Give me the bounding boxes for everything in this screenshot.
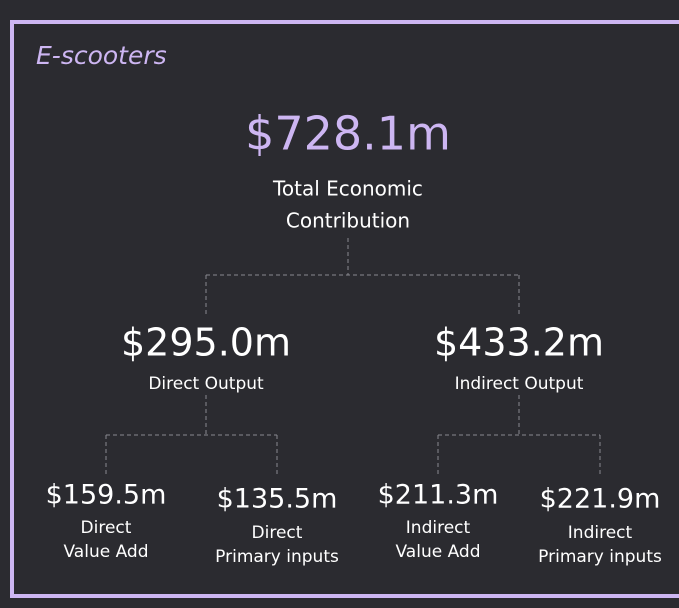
leaf-label: Value Add <box>396 542 481 562</box>
branch-value: $433.2m <box>434 321 604 365</box>
leaf-value: $221.9m <box>540 484 661 515</box>
root-label: Contribution <box>286 209 410 233</box>
leaf-label: Value Add <box>64 542 149 562</box>
leaf-value: $159.5m <box>46 480 167 511</box>
root-value: $728.1m <box>245 107 451 161</box>
connector <box>105 395 278 475</box>
root-label: Total Economic <box>272 177 423 201</box>
leaf-label: Primary inputs <box>538 547 662 567</box>
title: E-scooters <box>36 41 167 70</box>
branch-value: $295.0m <box>121 321 291 365</box>
connector <box>437 395 601 475</box>
branch-label: Indirect Output <box>455 374 584 394</box>
branch-label: Direct Output <box>148 374 264 394</box>
frame <box>10 20 679 598</box>
leaf-value: $135.5m <box>217 484 338 515</box>
connector <box>205 238 520 315</box>
leaf-value: $211.3m <box>378 480 499 511</box>
leaf-label: Indirect <box>568 523 633 543</box>
leaf-label: Primary inputs <box>215 547 339 567</box>
leaf-label: Direct <box>252 523 303 543</box>
leaf-label: Indirect <box>406 518 471 538</box>
leaf-label: Direct <box>81 518 132 538</box>
top-band <box>0 0 679 18</box>
